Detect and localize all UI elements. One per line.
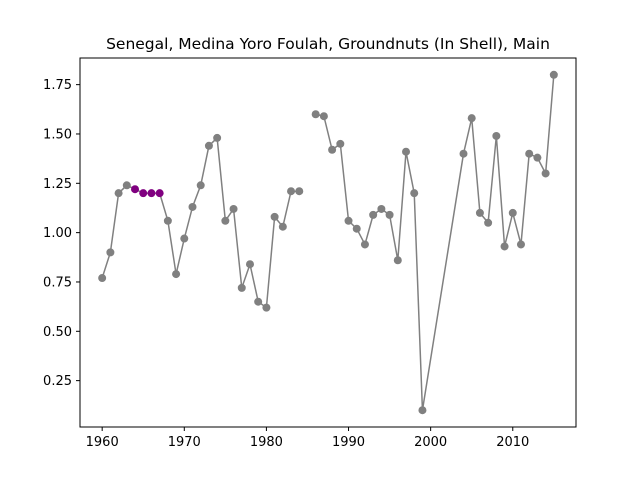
- data-point: [254, 297, 263, 306]
- series-line-segment-1: [101, 136, 300, 309]
- y-tick-label: 1.00: [43, 226, 72, 241]
- data-point: [287, 187, 296, 196]
- data-point: [344, 216, 353, 225]
- data-point: [360, 240, 369, 249]
- data-point: [336, 139, 345, 148]
- plot-frame: [79, 57, 577, 428]
- y-tick-label: 1.25: [43, 177, 72, 192]
- data-point: [385, 210, 394, 219]
- y-tick-label: 0.25: [43, 374, 72, 389]
- data-point: [237, 283, 246, 292]
- data-point: [352, 224, 361, 233]
- y-tick-label: 0.75: [43, 275, 72, 290]
- data-point: [467, 114, 476, 123]
- data-point: [213, 133, 222, 142]
- highlighted-data-point: [147, 189, 156, 198]
- data-point: [369, 210, 378, 219]
- data-point: [221, 216, 230, 225]
- x-axis: 1960 1970 1980 1990 2000 2010: [86, 427, 529, 450]
- data-point: [204, 141, 213, 150]
- y-tick-label: 0.50: [43, 325, 72, 340]
- data-point: [410, 189, 419, 198]
- data-point: [172, 270, 181, 279]
- data-point: [418, 406, 427, 415]
- y-tick-label: 1.75: [43, 78, 72, 93]
- x-tick-label: 1970: [168, 435, 201, 450]
- data-point: [525, 149, 534, 158]
- data-point: [311, 110, 320, 119]
- data-point: [114, 189, 123, 198]
- data-point: [516, 240, 525, 249]
- data-point: [278, 222, 287, 231]
- data-point: [262, 303, 271, 312]
- x-tick-label: 1960: [86, 435, 119, 450]
- data-point: [393, 256, 402, 265]
- data-point: [163, 216, 172, 225]
- data-point: [319, 112, 328, 121]
- highlighted-data-point: [131, 185, 140, 194]
- highlighted-data-point: [155, 189, 164, 198]
- data-point: [459, 149, 468, 158]
- x-tick-label: 1990: [332, 435, 365, 450]
- data-point: [98, 274, 107, 283]
- data-point: [549, 70, 558, 79]
- data-point: [500, 242, 509, 251]
- data-point: [492, 131, 501, 140]
- data-point: [295, 187, 304, 196]
- data-point: [328, 145, 337, 154]
- x-tick-label: 2000: [414, 435, 447, 450]
- y-tick-label: 1.50: [43, 127, 72, 142]
- data-point: [196, 181, 205, 190]
- chart-title: Senegal, Medina Yoro Foulah, Groundnuts …: [106, 35, 550, 53]
- data-point: [508, 208, 517, 217]
- data-point: [180, 234, 189, 243]
- data-point: [475, 208, 484, 217]
- x-tick-label: 2010: [496, 435, 529, 450]
- data-point: [245, 260, 254, 269]
- x-tick-label: 1980: [250, 435, 283, 450]
- data-point: [106, 248, 115, 257]
- data-point: [402, 147, 411, 156]
- data-point: [122, 181, 131, 190]
- data-point: [541, 169, 550, 178]
- data-point: [377, 204, 386, 213]
- highlighted-data-point: [139, 189, 148, 198]
- data-point: [188, 202, 197, 211]
- data-point: [533, 153, 542, 162]
- data-point: [484, 218, 493, 227]
- plot-area: [98, 70, 558, 415]
- data-point: [270, 212, 279, 221]
- data-point: [229, 204, 238, 213]
- y-axis: 0.25 0.50 0.75 1.00 1.25 1.50 1.75: [43, 78, 80, 389]
